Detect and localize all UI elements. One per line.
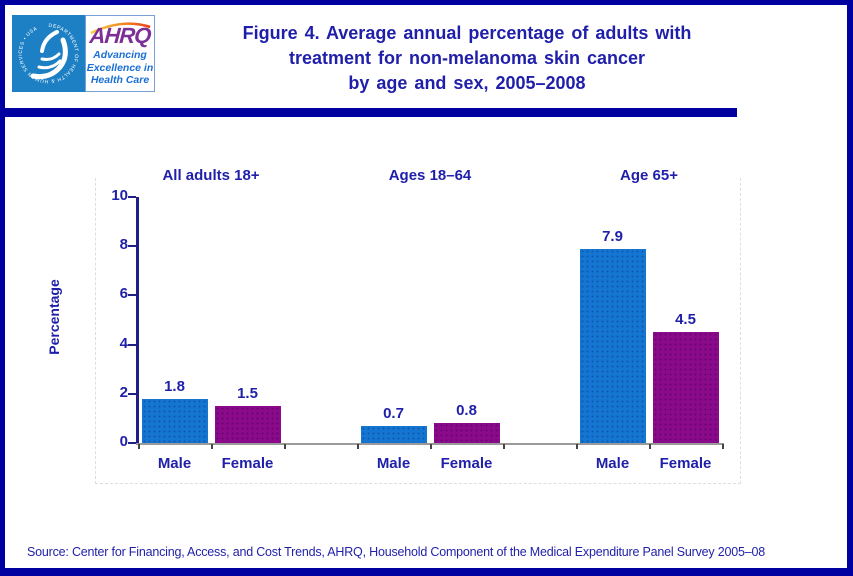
- tagline-line: Advancing: [93, 49, 147, 61]
- y-axis-tick: [128, 392, 136, 395]
- bar-value-label: 4.5: [675, 311, 696, 329]
- bar-male-group2: [360, 425, 427, 443]
- x-axis-tick: [503, 444, 505, 449]
- bar-value-label: 0.7: [383, 404, 404, 422]
- y-tick-label: 10: [111, 187, 128, 204]
- figure-title: Figure 4. Average annual percentage of a…: [135, 21, 799, 96]
- category-label: Male: [157, 455, 192, 472]
- bar-value-label: 1.5: [237, 385, 258, 403]
- x-axis-tick: [576, 444, 578, 449]
- category-label: Female: [659, 455, 712, 472]
- category-label: Male: [595, 455, 630, 472]
- y-tick-label: 0: [119, 433, 128, 450]
- source-note: Source: Center for Financing, Access, an…: [27, 545, 766, 559]
- y-axis-title: Percentage: [46, 279, 62, 355]
- x-axis-tick: [430, 444, 432, 449]
- x-axis-tick: [357, 444, 359, 449]
- y-tick-label: 8: [119, 236, 128, 254]
- bar-value-label: 1.8: [164, 377, 185, 395]
- bar-value-label: 7.9: [602, 227, 623, 245]
- y-axis-tick: [128, 294, 136, 297]
- bar-value-label: 0.8: [456, 402, 477, 420]
- y-axis-tick: [128, 442, 136, 444]
- x-axis-tick: [284, 444, 286, 449]
- y-tick-label: 2: [119, 383, 128, 401]
- x-axis-line: [136, 443, 724, 445]
- y-axis-tick: [128, 196, 136, 198]
- hhs-seal-icon: DEPARTMENT OF HEALTH & HUMAN SERVICES • …: [12, 15, 85, 92]
- bar-female-group1: [214, 406, 281, 443]
- figure-title-line: treatment for non-melanoma skin cancer: [288, 48, 646, 68]
- x-axis-tick: [649, 444, 651, 449]
- figure-title-line: Figure 4. Average annual percentage of a…: [242, 23, 692, 43]
- figure-title-line: by age and sex, 2005–2008: [348, 73, 586, 93]
- eagle-icon: [30, 30, 68, 80]
- category-label: Female: [221, 455, 274, 472]
- bar-male-group3: [579, 248, 646, 443]
- bar-female-group2: [433, 423, 500, 443]
- group-label: Ages 18–64: [388, 167, 472, 184]
- category-label: Male: [376, 455, 411, 472]
- category-label: Female: [440, 455, 493, 472]
- x-axis-tick: [138, 444, 140, 449]
- header-divider-bar: [5, 108, 737, 117]
- bar-male-group1: [141, 398, 208, 443]
- tagline-line: Health Care: [90, 74, 150, 86]
- y-axis-tick: [128, 343, 136, 346]
- tagline-line: Excellence in: [86, 61, 154, 74]
- ahrq-arc-icon: [90, 22, 151, 35]
- group-label: All adults 18+: [162, 167, 260, 184]
- bar-female-group3: [652, 332, 719, 443]
- bar-chart: Percentage 0 2 4 6 8 10 All adults 18+ 1.8 Male 1…: [5, 5, 847, 568]
- ahrq-logo: DEPARTMENT OF HEALTH & HUMAN SERVICES • …: [12, 15, 155, 92]
- y-tick-label: 6: [119, 285, 128, 303]
- ahrq-logo-text-box: AHRQ Advancing Excellence in Health Care: [85, 15, 155, 92]
- ahrq-tagline: Advancing Excellence in Health Care: [86, 49, 154, 87]
- x-axis-tick: [211, 444, 213, 449]
- y-axis-tick: [128, 245, 136, 248]
- x-axis-tick: [722, 444, 724, 449]
- group-label: Age 65+: [620, 167, 678, 184]
- y-tick-label: 4: [119, 334, 128, 352]
- y-axis-line: [136, 197, 139, 444]
- plot-frame: [95, 178, 741, 484]
